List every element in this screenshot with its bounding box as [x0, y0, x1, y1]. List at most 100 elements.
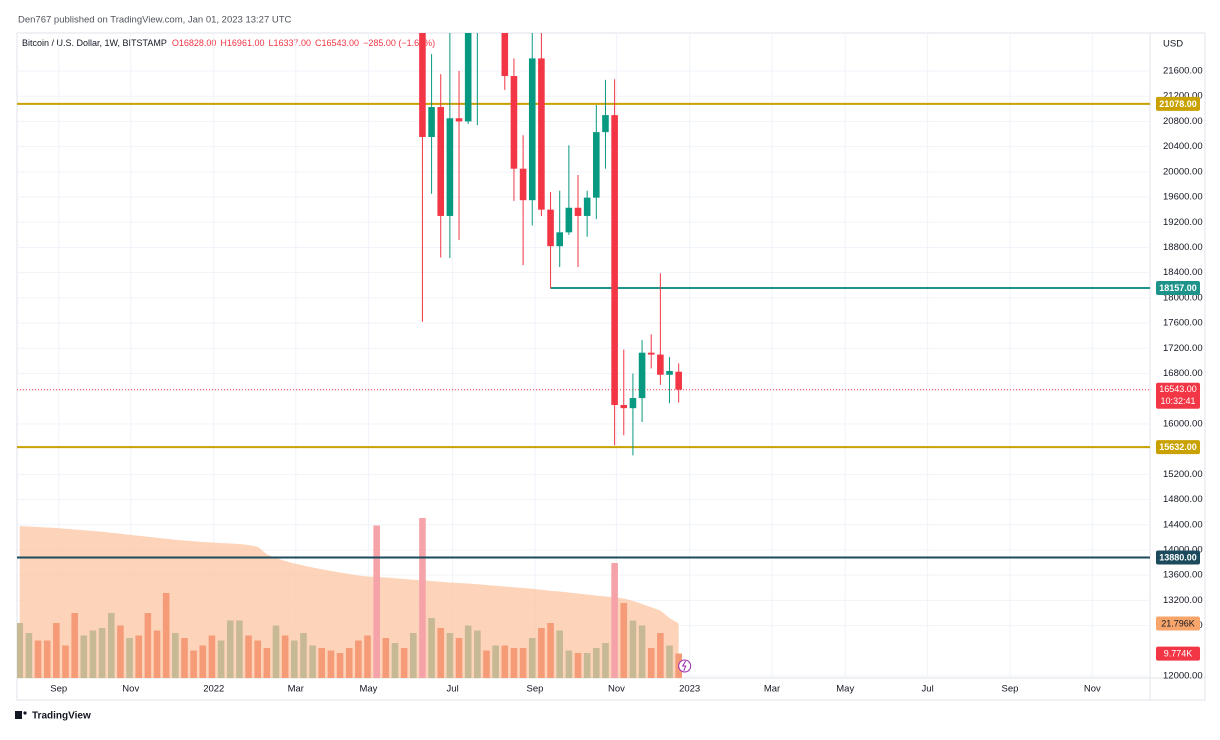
volume-bar	[492, 645, 499, 678]
level-label-box	[1156, 280, 1200, 295]
level-label-box	[1156, 96, 1200, 111]
candle-body	[428, 107, 435, 137]
axis-labels: 21600.00 21200.00 20800.00 20400.00 20000.00…	[50, 66, 1202, 695]
level-label-box	[1156, 550, 1200, 565]
y-tick-label: 20800.00	[1163, 116, 1203, 127]
volume-bar	[272, 625, 280, 678]
candle-body	[455, 118, 463, 122]
volume-bar	[25, 633, 33, 678]
volume-bar	[428, 618, 435, 678]
volume-bar	[593, 648, 600, 678]
volume-bar	[629, 620, 637, 678]
volume-bar	[437, 628, 445, 678]
volume-bar	[620, 603, 628, 678]
tv-logo	[15, 711, 27, 719]
plot-area	[17, 0, 1150, 678]
event-icon-bolt	[681, 660, 687, 672]
volume-bar	[391, 643, 399, 678]
candle-body	[666, 370, 673, 375]
volume-bar	[647, 648, 655, 678]
x-tick-label: Nov	[1084, 684, 1101, 695]
x-tick-label: Mar	[288, 684, 304, 695]
volume-bar	[419, 518, 426, 678]
volume-bar	[291, 640, 298, 678]
volume-bar	[162, 593, 170, 678]
candle-body	[464, 33, 472, 122]
volume-bar	[446, 633, 454, 678]
volume-bar	[98, 628, 106, 678]
x-tick-label: Nov	[122, 684, 139, 695]
volume-bar	[519, 648, 527, 678]
candle-body	[675, 371, 682, 390]
volume-bar	[43, 640, 51, 678]
volume-bar	[144, 613, 152, 678]
y-tick-label: 16000.00	[1163, 418, 1203, 429]
volume-bar	[34, 640, 42, 678]
volume-bar	[474, 630, 481, 678]
level-label: 15632.00	[1159, 442, 1197, 452]
candle-body	[657, 354, 664, 375]
volume-bar	[126, 638, 133, 678]
y-tick-label: 18000.00	[1163, 292, 1203, 303]
volume-bar	[638, 625, 646, 678]
volume-bar	[199, 645, 207, 678]
candle-body	[620, 405, 628, 409]
candle-body	[510, 76, 518, 169]
volume-bar	[611, 563, 618, 678]
x-tick-label: Sep	[50, 684, 67, 695]
volume-bar	[538, 628, 545, 678]
volume-bar	[254, 640, 261, 678]
x-tick-label: May	[359, 684, 377, 695]
y-tick-label: 14000.00	[1163, 544, 1203, 555]
volume-bar	[71, 613, 78, 678]
candle-body	[629, 398, 637, 409]
volume-bar	[483, 650, 490, 678]
candle-body	[556, 232, 563, 247]
volume-bar	[345, 648, 353, 678]
ohlc-open: O16828.00	[172, 38, 217, 48]
volume-bar	[190, 650, 197, 678]
volume-bar	[217, 640, 225, 678]
y-tick-label: 17200.00	[1163, 343, 1203, 354]
volume-bar	[300, 633, 307, 678]
volume-bar	[17, 623, 24, 678]
ohlc-low: L16337.00	[268, 38, 311, 48]
y-tick-label: 13200.00	[1163, 595, 1203, 606]
level-label: 13880.00	[1159, 552, 1197, 562]
volume-bar	[62, 645, 69, 678]
x-tick-label: Sep	[1002, 684, 1019, 695]
volume-bar	[117, 625, 124, 678]
volume-bar	[263, 648, 271, 678]
volume-bar	[409, 633, 417, 678]
x-tick-label: 2022	[203, 684, 224, 695]
level-label-box	[1156, 440, 1200, 455]
y-tick-label: 19200.00	[1163, 217, 1203, 228]
y-axis-label: USD	[1163, 39, 1183, 50]
y-tick-label: 21600.00	[1163, 66, 1203, 77]
x-tick-label: Nov	[608, 684, 625, 695]
volume-bar	[556, 630, 563, 678]
volume-bar	[327, 650, 335, 678]
volume-bar	[455, 638, 463, 678]
volume-bar	[464, 625, 472, 678]
y-tick-label: 18800.00	[1163, 242, 1203, 253]
x-tick-label: Jul	[447, 684, 459, 695]
candle-body	[474, 0, 481, 9]
volume-bar	[226, 620, 234, 678]
volume-label-box	[1156, 646, 1200, 661]
x-tick-label: Jul	[922, 684, 934, 695]
volume-bar	[364, 635, 371, 678]
ohlc-high: H16961.00	[220, 38, 264, 48]
y-tick-label: 17600.00	[1163, 318, 1203, 329]
volume-bar	[602, 643, 609, 678]
y-tick-label: 14800.00	[1163, 494, 1203, 505]
candle-body	[419, 33, 426, 137]
volume-bar	[80, 635, 88, 678]
y-tick-label: 19600.00	[1163, 192, 1203, 203]
volume-bar	[281, 635, 289, 678]
y-tick-label: 21200.00	[1163, 91, 1203, 102]
volume-bar	[382, 638, 390, 678]
candle-body	[602, 115, 609, 133]
volume-bar	[309, 645, 316, 678]
